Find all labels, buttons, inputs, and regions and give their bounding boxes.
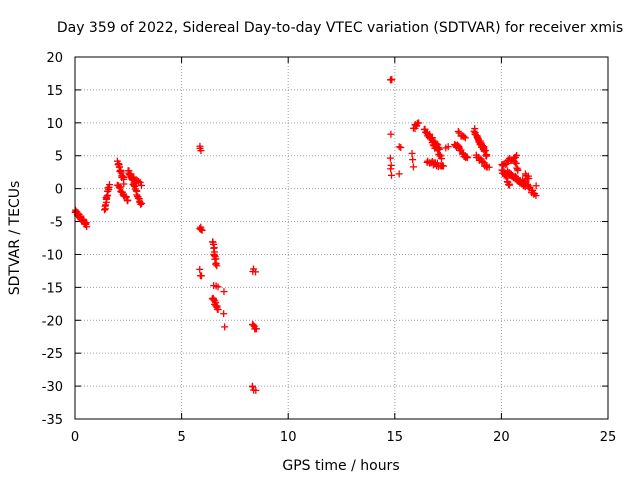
data-point (198, 226, 206, 234)
data-point (434, 146, 442, 154)
axis-ticks (74, 56, 609, 420)
y-tick-label: -10 (42, 248, 63, 263)
x-tick-labels: 0 5 10 15 20 25 (71, 430, 616, 445)
data-point (252, 386, 260, 394)
data-point (387, 165, 395, 173)
x-tick-label: 5 (177, 430, 185, 445)
data-point (502, 160, 510, 168)
data-point (122, 193, 130, 201)
grid-lines (75, 57, 608, 419)
data-point (387, 130, 395, 138)
y-tick-label: 5 (55, 150, 63, 165)
x-axis-label: GPS time / hours (282, 458, 399, 474)
data-point (480, 145, 488, 153)
data-point (439, 162, 447, 170)
x-tick-label: 15 (387, 430, 404, 445)
data-point (252, 268, 260, 276)
y-axis-label: SDTVAR / TECUs (7, 181, 23, 296)
data-point (124, 196, 132, 204)
y-tick-label: -20 (42, 314, 63, 329)
data-point (409, 163, 417, 171)
data-point (409, 156, 417, 164)
data-point (461, 134, 469, 142)
data-point (454, 127, 462, 135)
data-point (128, 174, 136, 182)
y-tick-labels: -35 -30 -25 -20 -15 -10 -5 0 5 10 15 20 (42, 51, 63, 428)
data-point (525, 175, 533, 183)
data-point (249, 321, 257, 329)
data-point (386, 154, 394, 162)
data-point (532, 182, 540, 190)
data-point (137, 181, 145, 189)
data-point (214, 283, 222, 291)
x-tick-label: 20 (493, 430, 510, 445)
y-tick-label: 10 (46, 117, 63, 132)
y-tick-label: 0 (55, 183, 63, 198)
data-point (248, 383, 256, 391)
data-point (415, 119, 423, 127)
data-point (474, 134, 482, 142)
data-point (252, 325, 260, 333)
data-point (408, 149, 416, 157)
y-tick-label: 20 (46, 51, 63, 66)
data-point (136, 178, 144, 186)
data-point (397, 143, 405, 151)
data-point (532, 192, 540, 200)
data-point (220, 310, 228, 318)
data-point (197, 225, 205, 233)
data-point (427, 135, 435, 143)
data-point (106, 181, 114, 189)
data-point (197, 147, 205, 155)
y-tick-label: -25 (42, 347, 63, 362)
y-tick-label: -5 (50, 216, 63, 231)
data-point (483, 151, 491, 159)
y-tick-label: -30 (42, 380, 63, 395)
data-point (116, 183, 124, 191)
data-point (138, 199, 146, 207)
data-point (213, 262, 221, 270)
data-point (513, 151, 521, 159)
data-point (130, 173, 138, 181)
data-point (395, 143, 403, 151)
y-tick-label: -15 (42, 281, 63, 296)
data-point (438, 155, 446, 163)
data-point (444, 143, 452, 151)
data-point (395, 170, 403, 178)
data-point (463, 154, 471, 162)
data-point (196, 265, 204, 273)
data-point (137, 200, 145, 208)
data-point (120, 180, 128, 188)
data-point (388, 75, 396, 83)
plot-frame (74, 56, 609, 420)
y-tick-label: 15 (46, 84, 63, 99)
data-point (214, 306, 222, 314)
data-point (479, 157, 487, 165)
y-tick-label: -35 (42, 413, 63, 428)
x-tick-label: 0 (71, 430, 79, 445)
data-point (387, 171, 395, 179)
data-point (505, 180, 513, 188)
data-point (423, 129, 431, 137)
x-tick-label: 25 (600, 430, 617, 445)
data-point (83, 223, 91, 231)
data-point (220, 288, 228, 296)
data-point (221, 323, 229, 331)
data-point (198, 272, 206, 280)
chart-title: Day 359 of 2022, Sidereal Day-to-day VTE… (57, 20, 623, 36)
data-points (71, 75, 540, 394)
x-tick-label: 10 (280, 430, 297, 445)
data-point (514, 166, 522, 174)
data-point (485, 163, 493, 171)
data-point (460, 133, 468, 141)
